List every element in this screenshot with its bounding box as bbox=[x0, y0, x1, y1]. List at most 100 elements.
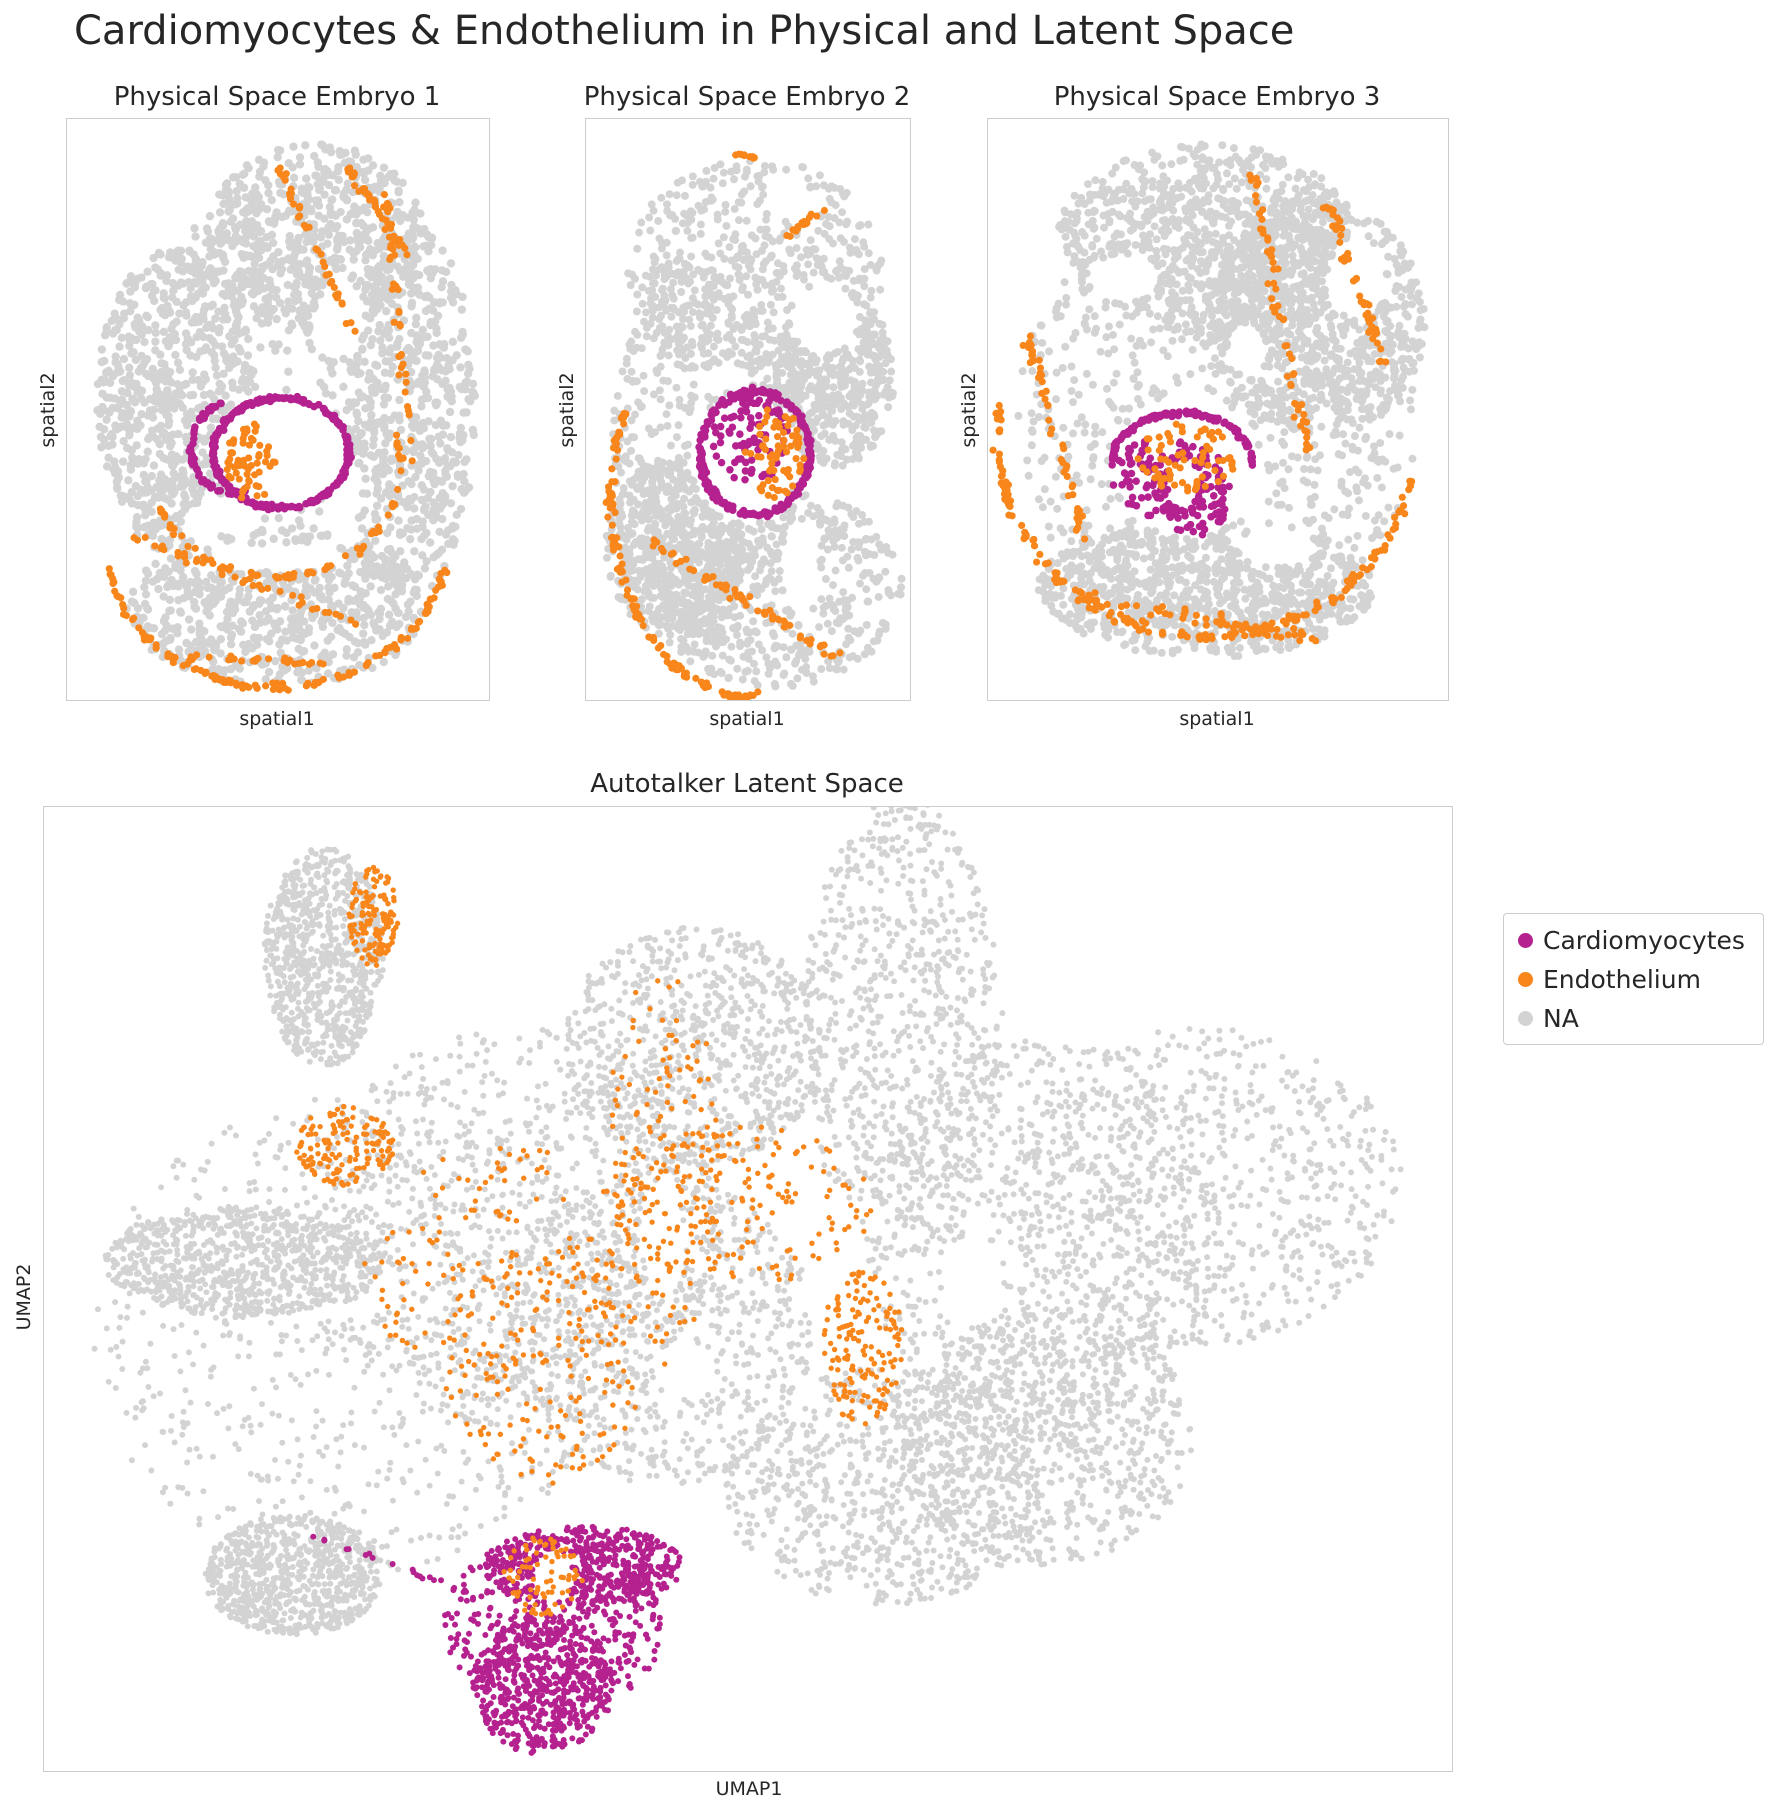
na-point bbox=[731, 342, 740, 351]
endothelium-point bbox=[140, 636, 149, 644]
na-point bbox=[824, 526, 833, 535]
na-point bbox=[632, 307, 641, 316]
endothelium-point bbox=[285, 574, 294, 582]
na-point bbox=[680, 509, 689, 518]
na-point bbox=[342, 405, 351, 415]
na-point bbox=[812, 182, 821, 191]
na-point bbox=[327, 196, 336, 205]
endothelium-point bbox=[325, 270, 333, 278]
na-point bbox=[149, 461, 159, 470]
na-point bbox=[223, 315, 232, 324]
na-point bbox=[247, 366, 257, 375]
na-point bbox=[188, 390, 198, 400]
na-point bbox=[315, 507, 324, 516]
endothelium-point bbox=[256, 441, 264, 449]
na-point bbox=[128, 499, 137, 508]
na-point bbox=[334, 175, 343, 184]
na-point bbox=[118, 408, 127, 418]
endothelium-point bbox=[247, 434, 256, 442]
endothelium-point bbox=[365, 191, 373, 200]
na-point bbox=[429, 341, 438, 350]
na-point bbox=[152, 483, 161, 492]
na-point bbox=[794, 620, 803, 629]
na-point bbox=[293, 237, 302, 247]
na-point bbox=[143, 447, 152, 456]
endothelium-point bbox=[245, 454, 253, 462]
na-point bbox=[645, 213, 654, 222]
na-point bbox=[714, 358, 723, 367]
na-point bbox=[835, 257, 844, 266]
na-point bbox=[192, 279, 201, 288]
na-point bbox=[93, 379, 103, 389]
na-point bbox=[295, 271, 305, 281]
na-point bbox=[382, 463, 391, 472]
na-point bbox=[371, 515, 380, 524]
endothelium-point bbox=[283, 658, 291, 666]
na-point bbox=[366, 398, 375, 407]
endothelium-point bbox=[184, 542, 192, 551]
na-point bbox=[119, 354, 129, 364]
na-point bbox=[646, 226, 655, 235]
na-point bbox=[734, 216, 743, 225]
na-point bbox=[672, 433, 681, 442]
na-point bbox=[417, 395, 427, 404]
na-point bbox=[202, 224, 212, 233]
na-point bbox=[294, 516, 304, 525]
na-point bbox=[284, 206, 294, 215]
na-point bbox=[195, 317, 204, 326]
na-point bbox=[359, 629, 368, 638]
na-point bbox=[860, 265, 869, 274]
endothelium-point bbox=[226, 439, 234, 447]
na-point bbox=[155, 568, 165, 578]
na-point bbox=[147, 291, 157, 301]
na-point bbox=[262, 233, 271, 242]
endothelium-point bbox=[295, 204, 303, 212]
na-point bbox=[690, 640, 699, 649]
na-point bbox=[351, 424, 361, 434]
na-point bbox=[154, 492, 163, 501]
na-point bbox=[178, 572, 188, 582]
na-point bbox=[842, 640, 851, 649]
na-point bbox=[352, 282, 361, 291]
na-point bbox=[228, 214, 238, 223]
endothelium-point bbox=[319, 258, 327, 266]
endothelium-point bbox=[141, 533, 149, 542]
na-point bbox=[295, 611, 305, 620]
na-point bbox=[426, 434, 436, 444]
endothelium-point bbox=[347, 616, 355, 624]
na-point bbox=[283, 280, 292, 290]
na-point bbox=[257, 319, 267, 328]
cardiomyocyte-point bbox=[293, 392, 302, 401]
na-point bbox=[369, 618, 378, 628]
na-point bbox=[666, 285, 675, 294]
na-point bbox=[401, 612, 411, 622]
na-point bbox=[255, 596, 265, 605]
na-point bbox=[269, 219, 279, 228]
na-point bbox=[697, 321, 706, 330]
na-point bbox=[389, 599, 398, 608]
endothelium-point bbox=[308, 658, 316, 667]
na-point bbox=[631, 410, 639, 419]
na-point bbox=[619, 484, 628, 493]
na-point bbox=[783, 306, 792, 315]
na-point bbox=[858, 379, 867, 388]
cardiomyocyte-point bbox=[186, 447, 195, 455]
na-point bbox=[317, 592, 326, 601]
na-point bbox=[261, 675, 270, 684]
na-point bbox=[706, 183, 715, 192]
na-point bbox=[188, 368, 197, 377]
na-point bbox=[760, 332, 769, 341]
scatter-embryo-2 bbox=[602, 150, 906, 700]
na-point bbox=[162, 366, 171, 375]
na-point bbox=[457, 305, 467, 314]
na-point bbox=[463, 347, 472, 356]
na-point bbox=[838, 461, 847, 470]
na-point bbox=[249, 232, 259, 241]
endothelium-point bbox=[381, 649, 389, 657]
na-point bbox=[638, 299, 647, 308]
endothelium-point bbox=[253, 459, 261, 467]
na-point bbox=[758, 646, 767, 655]
na-point bbox=[359, 449, 368, 458]
na-point bbox=[360, 357, 369, 367]
na-point bbox=[613, 391, 622, 400]
